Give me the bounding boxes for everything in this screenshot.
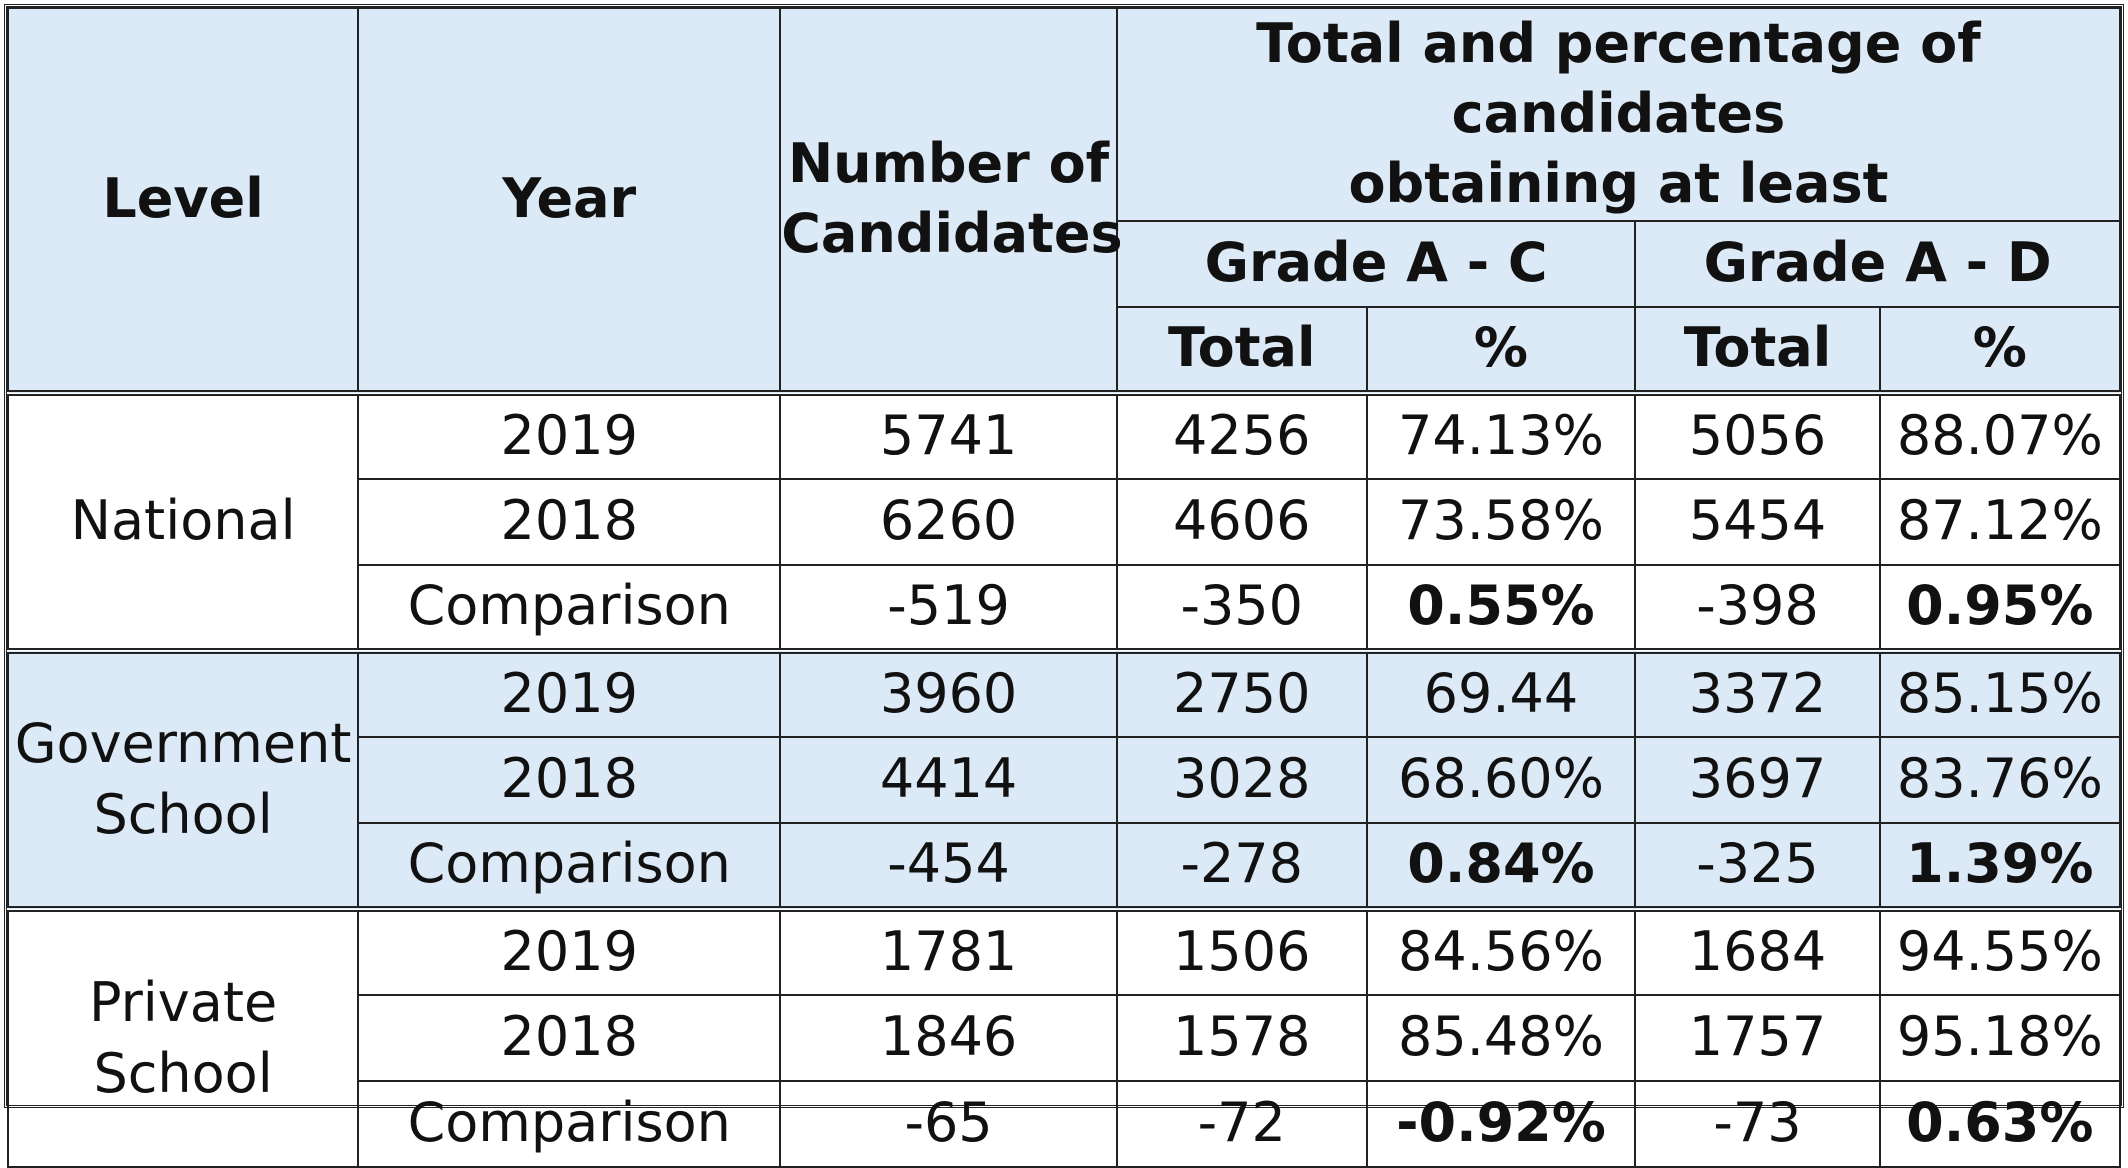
level-label: Private: [88, 971, 278, 1035]
header-level: Level: [6, 7, 360, 394]
year-cell: Comparison: [357, 563, 782, 652]
ad-percent-cell: 85.15%: [1878, 647, 2122, 738]
table-row: 2018 1846 1578 85.48% 1757 95.18%: [8, 993, 2122, 1082]
year-cell: Comparison: [357, 821, 782, 910]
level-cell-government-school: Government School: [6, 647, 360, 910]
ac-total-cell: 2750: [1115, 647, 1368, 738]
ac-total-cell: 4606: [1115, 477, 1368, 566]
ad-total-cell: 3372: [1634, 647, 1881, 738]
header-group-line2: obtaining at least: [1348, 152, 1889, 216]
ac-total-cell: 1578: [1115, 993, 1368, 1082]
ac-total-cell: -350: [1115, 563, 1368, 652]
table-row: 2018 6260 4606 73.58% 5454 87.12%: [8, 477, 2122, 566]
results-table: Level Year Number of Candidates Total an…: [6, 7, 2122, 1168]
ad-percent-cell: 0.63%: [1878, 1079, 2122, 1168]
year-cell: 2018: [357, 993, 782, 1082]
comparison-row: Comparison -454 -278 0.84% -325 1.39%: [8, 821, 2122, 910]
ad-total-cell: 5454: [1634, 477, 1881, 566]
ad-total-cell: 1757: [1634, 993, 1881, 1082]
level-label: School: [93, 1041, 273, 1105]
level-cell-national: National: [6, 389, 360, 652]
level-label: National: [70, 489, 296, 553]
ac-total-cell: 3028: [1115, 735, 1368, 824]
year-cell: 2018: [357, 477, 782, 566]
header-grade-a-c: Grade A - C: [1115, 219, 1637, 308]
ad-percent-cell: 88.07%: [1878, 389, 2122, 480]
level-cell-private-school: Private School: [6, 905, 360, 1168]
candidates-cell: 5741: [779, 389, 1118, 480]
ad-percent-cell: 87.12%: [1878, 477, 2122, 566]
level-label: Government: [14, 712, 352, 776]
year-cell: 2019: [357, 905, 782, 996]
header-grade-a-d: Grade A - D: [1634, 219, 2121, 308]
candidates-cell: -454: [779, 821, 1118, 910]
header-percent-a-d: %: [1878, 305, 2122, 394]
year-cell: 2019: [357, 647, 782, 738]
header-number-of-candidates: Number of Candidates: [779, 7, 1123, 394]
header-candidates-line2: Candidates: [781, 202, 1123, 266]
ad-total-cell: -325: [1634, 821, 1881, 910]
ac-total-cell: 4256: [1115, 389, 1368, 480]
candidates-cell: 1846: [779, 993, 1118, 1082]
ac-total-cell: -72: [1115, 1079, 1368, 1168]
ac-percent-cell: 0.84%: [1365, 821, 1637, 910]
level-label: School: [93, 782, 273, 846]
table-row: National 2019 5741 4256 74.13% 5056 88.0…: [6, 389, 2122, 652]
ad-total-cell: -73: [1634, 1079, 1881, 1168]
header-total-a-d: Total: [1634, 305, 1881, 394]
ac-percent-cell: 74.13%: [1365, 389, 1637, 480]
table-row: Government School 2019 3960 2750 69.44 3…: [6, 647, 2122, 910]
ac-percent-cell: 84.56%: [1365, 905, 1637, 996]
ac-percent-cell: 68.60%: [1365, 735, 1637, 824]
header-group: Total and percentage of candidates obtai…: [1115, 7, 2122, 222]
ad-total-cell: -398: [1634, 563, 1881, 652]
ad-total-cell: 1684: [1634, 905, 1881, 996]
header-total-a-c: Total: [1115, 305, 1368, 394]
ac-percent-cell: -0.92%: [1365, 1079, 1637, 1168]
ac-percent-cell: 0.55%: [1365, 563, 1637, 652]
ad-total-cell: 3697: [1634, 735, 1881, 824]
ac-total-cell: -278: [1115, 821, 1368, 910]
ad-percent-cell: 94.55%: [1878, 905, 2122, 996]
ad-percent-cell: 83.76%: [1878, 735, 2122, 824]
ac-total-cell: 1506: [1115, 905, 1368, 996]
year-cell: Comparison: [357, 1079, 782, 1168]
ad-total-cell: 5056: [1634, 389, 1881, 480]
results-table-frame: Level Year Number of Candidates Total an…: [4, 4, 2124, 1168]
header-year: Year: [357, 7, 782, 394]
header-percent-a-c: %: [1365, 305, 1637, 394]
candidates-cell: -519: [779, 563, 1118, 652]
year-cell: 2018: [357, 735, 782, 824]
ad-percent-cell: 0.95%: [1878, 563, 2122, 652]
ac-percent-cell: 73.58%: [1365, 477, 1637, 566]
table-row: 2018 4414 3028 68.60% 3697 83.76%: [8, 735, 2122, 824]
candidates-cell: 6260: [779, 477, 1118, 566]
ac-percent-cell: 85.48%: [1365, 993, 1637, 1082]
candidates-cell: -65: [779, 1079, 1118, 1168]
ac-percent-cell: 69.44: [1365, 647, 1637, 738]
ad-percent-cell: 1.39%: [1878, 821, 2122, 910]
candidates-cell: 3960: [779, 647, 1118, 738]
header-candidates-line1: Number of: [787, 132, 1110, 196]
year-cell: 2019: [357, 389, 782, 480]
comparison-row: Comparison -519 -350 0.55% -398 0.95%: [8, 563, 2122, 652]
candidates-cell: 4414: [779, 735, 1118, 824]
candidates-cell: 1781: [779, 905, 1118, 996]
table-row: Private School 2019 1781 1506 84.56% 168…: [6, 905, 2122, 1168]
ad-percent-cell: 95.18%: [1878, 993, 2122, 1082]
header-group-line1: Total and percentage of candidates: [1256, 12, 1981, 146]
